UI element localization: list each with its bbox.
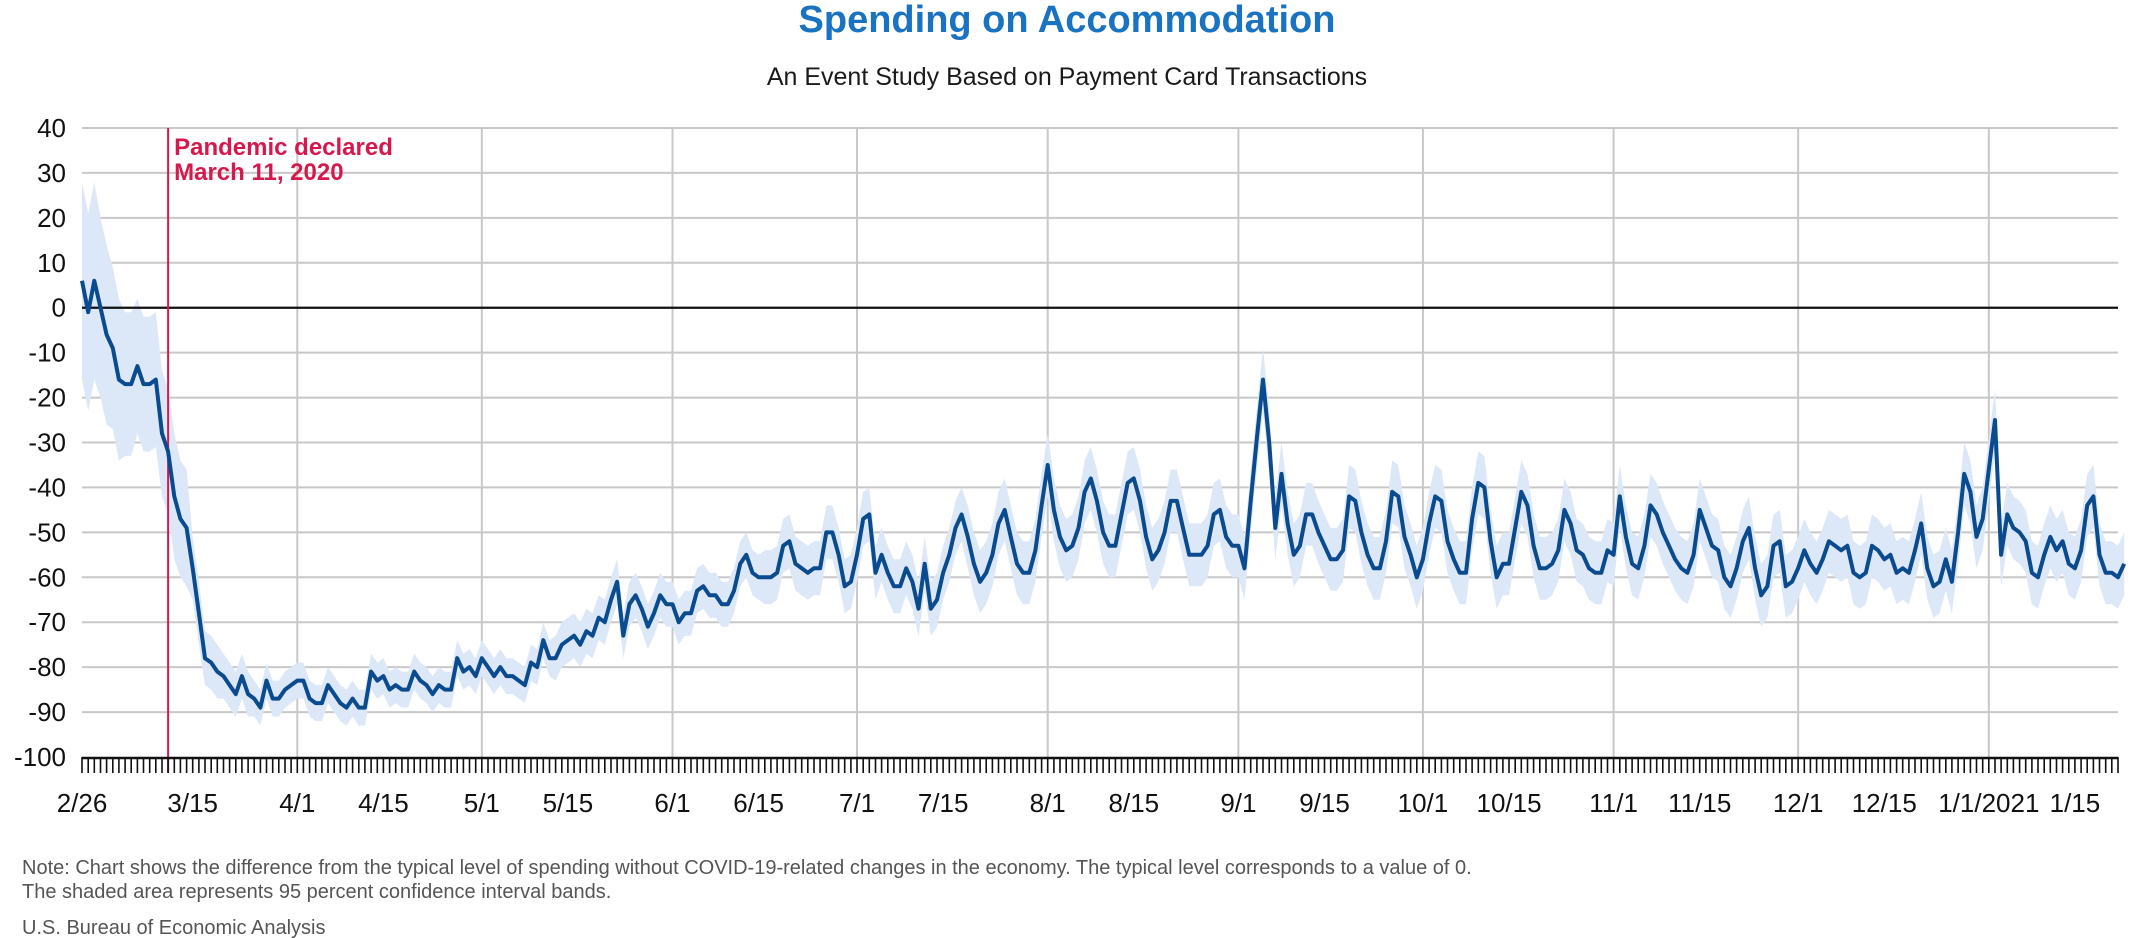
pandemic-declared-date-label: March 11, 2020 xyxy=(174,159,343,186)
x-tick-label: 10/15 xyxy=(1477,788,1542,818)
x-axis-day-ticks xyxy=(81,757,2119,773)
y-tick-label: -10 xyxy=(28,338,66,368)
y-tick-label: -40 xyxy=(28,472,66,502)
x-axis xyxy=(81,756,2119,773)
x-tick-label: 4/15 xyxy=(358,788,409,818)
confidence-band-layer xyxy=(82,181,2125,726)
x-tick-label: 12/15 xyxy=(1852,788,1917,818)
y-tick-label: -100 xyxy=(14,742,66,772)
chart-subtitle: An Event Study Based on Payment Card Tra… xyxy=(767,63,1367,91)
x-tick-label: 8/15 xyxy=(1109,788,1160,818)
y-tick-label: 0 xyxy=(52,293,66,323)
pandemic-declared-label: Pandemic declared xyxy=(174,134,393,161)
x-tick-label: 9/1 xyxy=(1220,788,1256,818)
y-tick-label: -20 xyxy=(28,383,66,413)
x-tick-label: 1/15 xyxy=(2050,788,2101,818)
x-tick-label: 3/15 xyxy=(167,788,218,818)
x-tick-label: 1/1/2021 xyxy=(1938,788,2039,818)
series-line-layer xyxy=(80,278,2127,710)
x-tick-label: 6/1 xyxy=(654,788,690,818)
x-tick-label: 11/15 xyxy=(1668,788,1731,818)
y-tick-label: -90 xyxy=(28,697,66,727)
y-tick-label: -70 xyxy=(28,607,66,637)
x-tick-label: 10/1 xyxy=(1398,788,1449,818)
y-tick-label: -30 xyxy=(28,428,66,458)
y-tick-label: -80 xyxy=(28,652,66,682)
y-axis-tick-labels: 40 30 20 10 0 -10 -20 -30 -40 -50 -60 -70 -80 -90 -100 xyxy=(14,113,66,772)
x-axis-tick-labels: 2/26 3/15 4/1 4/15 5/1 5/15 6/1 6/15 7/1 7/15 8/1 8… xyxy=(57,788,2101,818)
chart-note-line-1: Note: Chart shows the difference from th… xyxy=(22,857,1472,879)
chart-title: Spending on Accommodation xyxy=(799,0,1336,41)
x-tick-label: 5/15 xyxy=(543,788,594,818)
x-tick-label: 8/1 xyxy=(1030,788,1066,818)
y-tick-label: -60 xyxy=(28,562,66,592)
event-annotation: Pandemic declared March 11, 2020 xyxy=(167,128,393,773)
confidence-band xyxy=(82,181,2125,726)
series-line xyxy=(80,278,2127,710)
x-tick-label: 7/1 xyxy=(839,788,875,818)
y-tick-label: 20 xyxy=(37,203,66,233)
y-tick-label: 30 xyxy=(37,158,66,188)
y-tick-label: -50 xyxy=(28,517,66,547)
horizontal-gridlines xyxy=(82,127,2118,714)
y-tick-label: 40 xyxy=(37,113,66,143)
chart-source: U.S. Bureau of Economic Analysis xyxy=(22,917,325,938)
x-tick-label: 7/15 xyxy=(918,788,969,818)
x-tick-label: 4/1 xyxy=(279,788,315,818)
x-tick-label: 9/15 xyxy=(1299,788,1350,818)
x-tick-label: 12/1 xyxy=(1773,788,1824,818)
x-tick-label: 2/26 xyxy=(57,788,108,818)
x-tick-label: 6/15 xyxy=(733,788,784,818)
x-tick-label: 5/1 xyxy=(464,788,500,818)
y-tick-label: 10 xyxy=(37,248,66,278)
chart-note-line-2: The shaded area represents 95 percent co… xyxy=(22,881,611,903)
x-tick-label: 11/1 xyxy=(1589,788,1638,818)
